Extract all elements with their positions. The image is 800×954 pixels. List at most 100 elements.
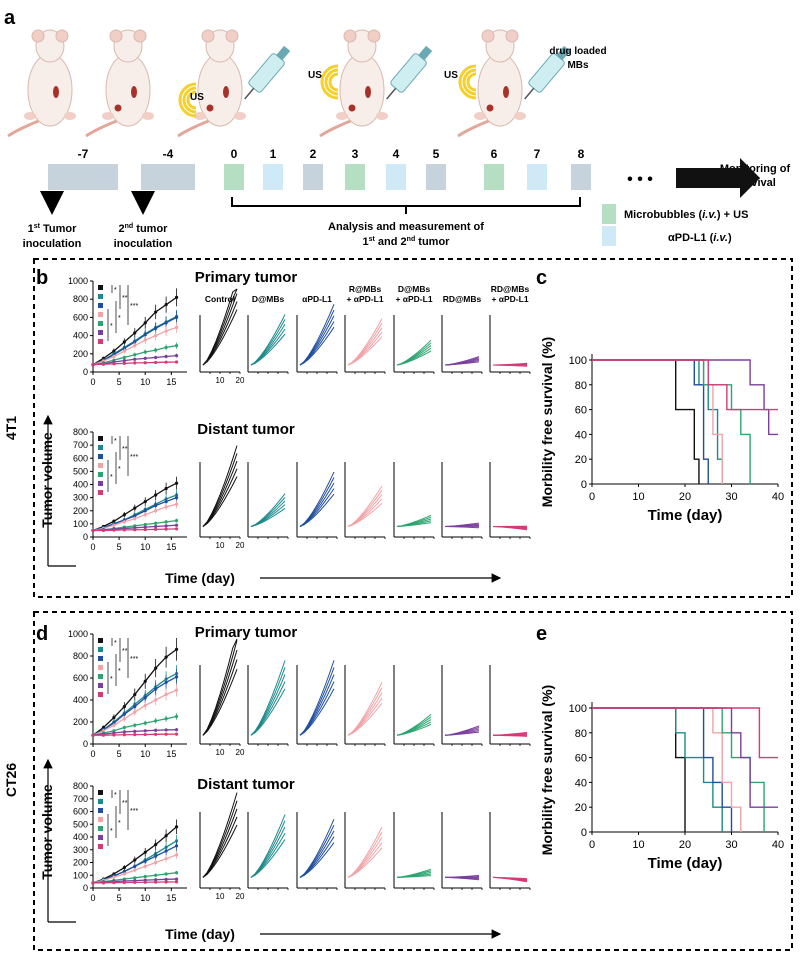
mouse-illustrations — [7, 29, 571, 138]
tumor-mark — [131, 86, 137, 98]
mouse-ear — [55, 29, 69, 43]
data-point — [122, 349, 126, 353]
group-label-3: R@MBs — [349, 284, 382, 294]
y-tick-label: 700 — [73, 440, 88, 450]
legend-swatch-6 — [98, 692, 103, 697]
mouse-curve — [444, 522, 480, 527]
data-point — [133, 340, 137, 344]
km-curve-1 — [592, 707, 723, 832]
y-tick-label: 200 — [73, 717, 88, 727]
syringe-barrel — [248, 53, 285, 93]
data-point — [174, 647, 179, 652]
data-point — [133, 876, 137, 880]
data-point — [112, 354, 116, 359]
mouse-icon-2 — [177, 29, 291, 138]
data-point — [154, 326, 158, 330]
data-point — [164, 360, 168, 364]
individual-d-primary-4 — [393, 665, 435, 746]
km-curve-0 — [592, 707, 686, 832]
data-point — [143, 522, 147, 527]
x-tick-label: 5 — [117, 377, 122, 387]
tumor-mark — [365, 86, 371, 98]
y-tick-label: 800 — [73, 294, 88, 304]
x-tick-label: 30 — [725, 839, 737, 851]
data-point — [164, 857, 168, 861]
data-point — [112, 729, 116, 733]
data-point — [164, 732, 168, 736]
data-point — [133, 344, 137, 348]
data-point — [164, 524, 168, 528]
individual-b-distant-3 — [344, 462, 386, 539]
data-point — [164, 849, 168, 853]
mouse-foot — [64, 112, 76, 120]
data-point — [143, 528, 147, 532]
title-d-primary: Primary tumor — [195, 624, 298, 641]
second-tumor-line2: inoculation — [114, 238, 173, 250]
data-point — [133, 710, 137, 714]
panel-label-d: d — [36, 623, 48, 645]
x-tick-label: 0 — [589, 491, 595, 503]
tumor-mark — [114, 104, 122, 112]
mouse-foot — [102, 112, 114, 120]
data-point — [164, 486, 168, 491]
data-point — [112, 875, 116, 879]
y-tick-label: 0 — [83, 883, 88, 893]
box-ct26 — [33, 611, 793, 951]
mouse-curve — [299, 660, 335, 736]
y-tick-label: 600 — [73, 807, 88, 817]
x-tick-label: 0 — [90, 893, 95, 903]
data-point — [133, 868, 137, 872]
sig-mark: * — [114, 438, 117, 445]
x-axis-label: Time (day) — [648, 855, 723, 872]
legend-swatch-4 — [98, 321, 103, 326]
km-curve-0 — [592, 359, 700, 484]
data-point — [174, 325, 179, 330]
data-point — [154, 878, 158, 882]
us-label-3: US — [444, 70, 458, 81]
data-point — [133, 858, 137, 862]
data-point — [143, 874, 147, 879]
legend-swatch-2 — [98, 454, 103, 459]
data-point — [154, 666, 158, 670]
mouse-ear — [133, 29, 147, 43]
data-point — [143, 513, 147, 517]
mouse-curve — [396, 714, 432, 736]
mini-x-tick-label: 20 — [236, 541, 245, 550]
ultrasound-wave-icon — [324, 68, 339, 96]
data-point — [154, 880, 158, 884]
x-tick-label: 0 — [90, 542, 95, 552]
individual-b-distant-2 — [296, 462, 338, 539]
data-point — [154, 503, 158, 508]
mouse-foot — [474, 112, 486, 120]
data-point — [154, 334, 158, 338]
panel-label-c: c — [536, 267, 547, 289]
data-point — [122, 733, 126, 737]
syringe-plunger — [276, 45, 291, 61]
x-tick-label: 15 — [166, 377, 176, 387]
sig-mark: * — [110, 676, 113, 683]
data-point — [164, 872, 168, 876]
individual-d-distant-5 — [441, 812, 483, 890]
us-label-1: US — [190, 92, 204, 103]
mouse-foot — [514, 112, 526, 120]
x-tick-label: 10 — [140, 542, 150, 552]
y-tick-label: 800 — [73, 781, 88, 791]
individual-d-primary-2 — [296, 660, 338, 746]
individual-b-distant-0: 10 20 — [199, 445, 245, 550]
data-point — [174, 871, 179, 875]
mouse-curve — [250, 814, 286, 878]
data-point — [154, 360, 158, 365]
timeline-label: 6 — [491, 147, 498, 161]
individual-d-primary-5 — [441, 665, 483, 746]
legend-swatch-6 — [98, 844, 103, 849]
timeline-box-3 — [345, 164, 365, 190]
x-tick-label: 30 — [725, 491, 737, 503]
data-point — [143, 880, 147, 884]
data-point — [174, 315, 179, 319]
us-label-2: US — [308, 70, 322, 81]
x-tick-label: 40 — [772, 491, 784, 503]
legend-swatch-2 — [98, 303, 103, 308]
data-point — [154, 310, 158, 314]
legend-swatch-2 — [98, 656, 103, 661]
